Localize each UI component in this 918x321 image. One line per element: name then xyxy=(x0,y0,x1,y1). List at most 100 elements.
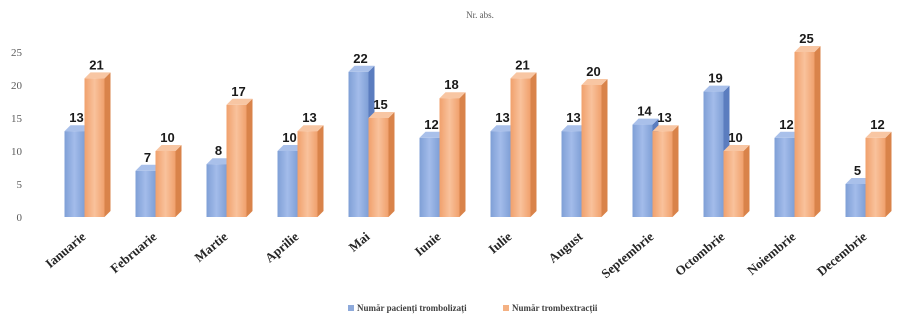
x-tick-label: Decembrie xyxy=(814,229,870,279)
bar-side xyxy=(743,145,750,217)
data-label: 7 xyxy=(144,150,151,165)
bar-top xyxy=(368,112,395,118)
bar-trombextractii xyxy=(226,98,253,217)
bar-top xyxy=(439,92,466,99)
bar-top xyxy=(490,125,517,132)
data-label: 12 xyxy=(424,117,438,132)
bar-side xyxy=(317,125,324,217)
data-label: 5 xyxy=(854,163,861,178)
bar-top xyxy=(581,79,608,85)
bar-side xyxy=(530,72,537,218)
data-label: 15 xyxy=(373,97,387,112)
data-label: 25 xyxy=(799,31,813,46)
bar-front xyxy=(632,124,653,217)
data-label: 13 xyxy=(69,110,83,125)
x-tick-label: Septembrie xyxy=(598,229,656,281)
bar-top xyxy=(348,65,375,72)
bar-front xyxy=(277,151,298,217)
bar-top xyxy=(419,131,446,138)
bar-front xyxy=(297,131,318,217)
bar-front xyxy=(419,137,440,217)
bars-group xyxy=(64,46,892,218)
bar-front xyxy=(226,104,247,217)
chart-title: Nr. abs. xyxy=(466,10,494,20)
bar-top xyxy=(845,178,872,184)
data-label: 21 xyxy=(89,57,103,72)
y-tick-label: 25 xyxy=(11,47,23,59)
bar-side xyxy=(104,72,111,218)
x-tick-label: Iunie xyxy=(412,229,444,259)
data-label: 14 xyxy=(637,104,652,119)
data-label: 13 xyxy=(657,110,671,125)
legend-swatch xyxy=(503,305,509,311)
bar-trombextractii xyxy=(794,46,821,217)
data-label: 10 xyxy=(728,130,742,145)
bar-front xyxy=(561,131,582,217)
bar-front xyxy=(135,170,156,217)
bar-front xyxy=(794,52,815,217)
bar-trombextractii xyxy=(865,131,892,217)
y-tick-label: 20 xyxy=(11,80,23,92)
bar-trombextractii xyxy=(510,72,537,218)
data-label: 18 xyxy=(444,77,458,92)
data-label: 10 xyxy=(282,130,296,145)
bar-top xyxy=(774,131,801,138)
y-tick-label: 0 xyxy=(17,212,23,224)
bar-top xyxy=(723,145,750,151)
bar-front xyxy=(368,118,389,217)
data-label: 22 xyxy=(353,51,367,66)
bar-top xyxy=(277,145,304,151)
data-labels-group: 13 21 7 10 8 17 10 13 22 15 12 18 13 21 13 20 14 13 19 10 12… xyxy=(69,31,884,178)
bar-side xyxy=(885,131,892,217)
bar-front xyxy=(652,131,673,217)
bar-side xyxy=(175,145,182,217)
data-label: 8 xyxy=(215,143,222,158)
x-tick-label: Aprilie xyxy=(262,229,302,266)
bar-front xyxy=(865,137,886,217)
bar-front xyxy=(845,184,866,217)
y-tick-label: 5 xyxy=(17,179,23,191)
data-label: 12 xyxy=(779,117,793,132)
bar-trombextractii xyxy=(155,145,182,217)
bar-top xyxy=(206,158,233,165)
bar-top xyxy=(794,46,821,52)
bar-front xyxy=(774,137,795,217)
bar-trombextractii xyxy=(581,79,608,217)
bar-top xyxy=(226,98,253,105)
bar-top xyxy=(652,125,679,132)
bar-trombextractii xyxy=(368,112,395,217)
bar-top xyxy=(135,164,162,171)
bar-front xyxy=(723,151,744,217)
bar-top xyxy=(297,125,324,132)
data-label: 19 xyxy=(708,71,722,86)
bar-trombextractii xyxy=(84,72,111,218)
data-label: 20 xyxy=(586,64,600,79)
bar-front xyxy=(64,131,85,217)
bar-front xyxy=(439,98,460,217)
x-tick-label: August xyxy=(545,228,586,265)
bar-front xyxy=(348,71,369,217)
x-tick-label: Februarie xyxy=(107,229,159,276)
bar-front xyxy=(490,131,511,217)
x-tick-label: Martie xyxy=(191,229,230,265)
bar-top xyxy=(64,125,91,132)
data-label: 21 xyxy=(515,57,529,72)
bar-side xyxy=(814,46,821,217)
legend-swatch xyxy=(348,305,354,311)
bar-trombextractii xyxy=(652,125,679,217)
bar-side xyxy=(459,92,466,217)
bar-side xyxy=(388,112,395,217)
data-label: 13 xyxy=(302,110,316,125)
bar-side xyxy=(246,98,253,217)
legend: Număr pacienți trombolizați Număr trombex… xyxy=(348,303,598,313)
bar-side xyxy=(672,125,679,217)
x-tick-label: Ianuarie xyxy=(42,229,88,271)
bar-top xyxy=(865,131,892,138)
bar-top xyxy=(510,72,537,79)
bar-top xyxy=(703,85,730,92)
data-label: 10 xyxy=(160,130,174,145)
data-label: 17 xyxy=(231,84,245,99)
y-tick-label: 10 xyxy=(11,146,23,158)
x-tick-label: Noiembrie xyxy=(744,229,799,278)
